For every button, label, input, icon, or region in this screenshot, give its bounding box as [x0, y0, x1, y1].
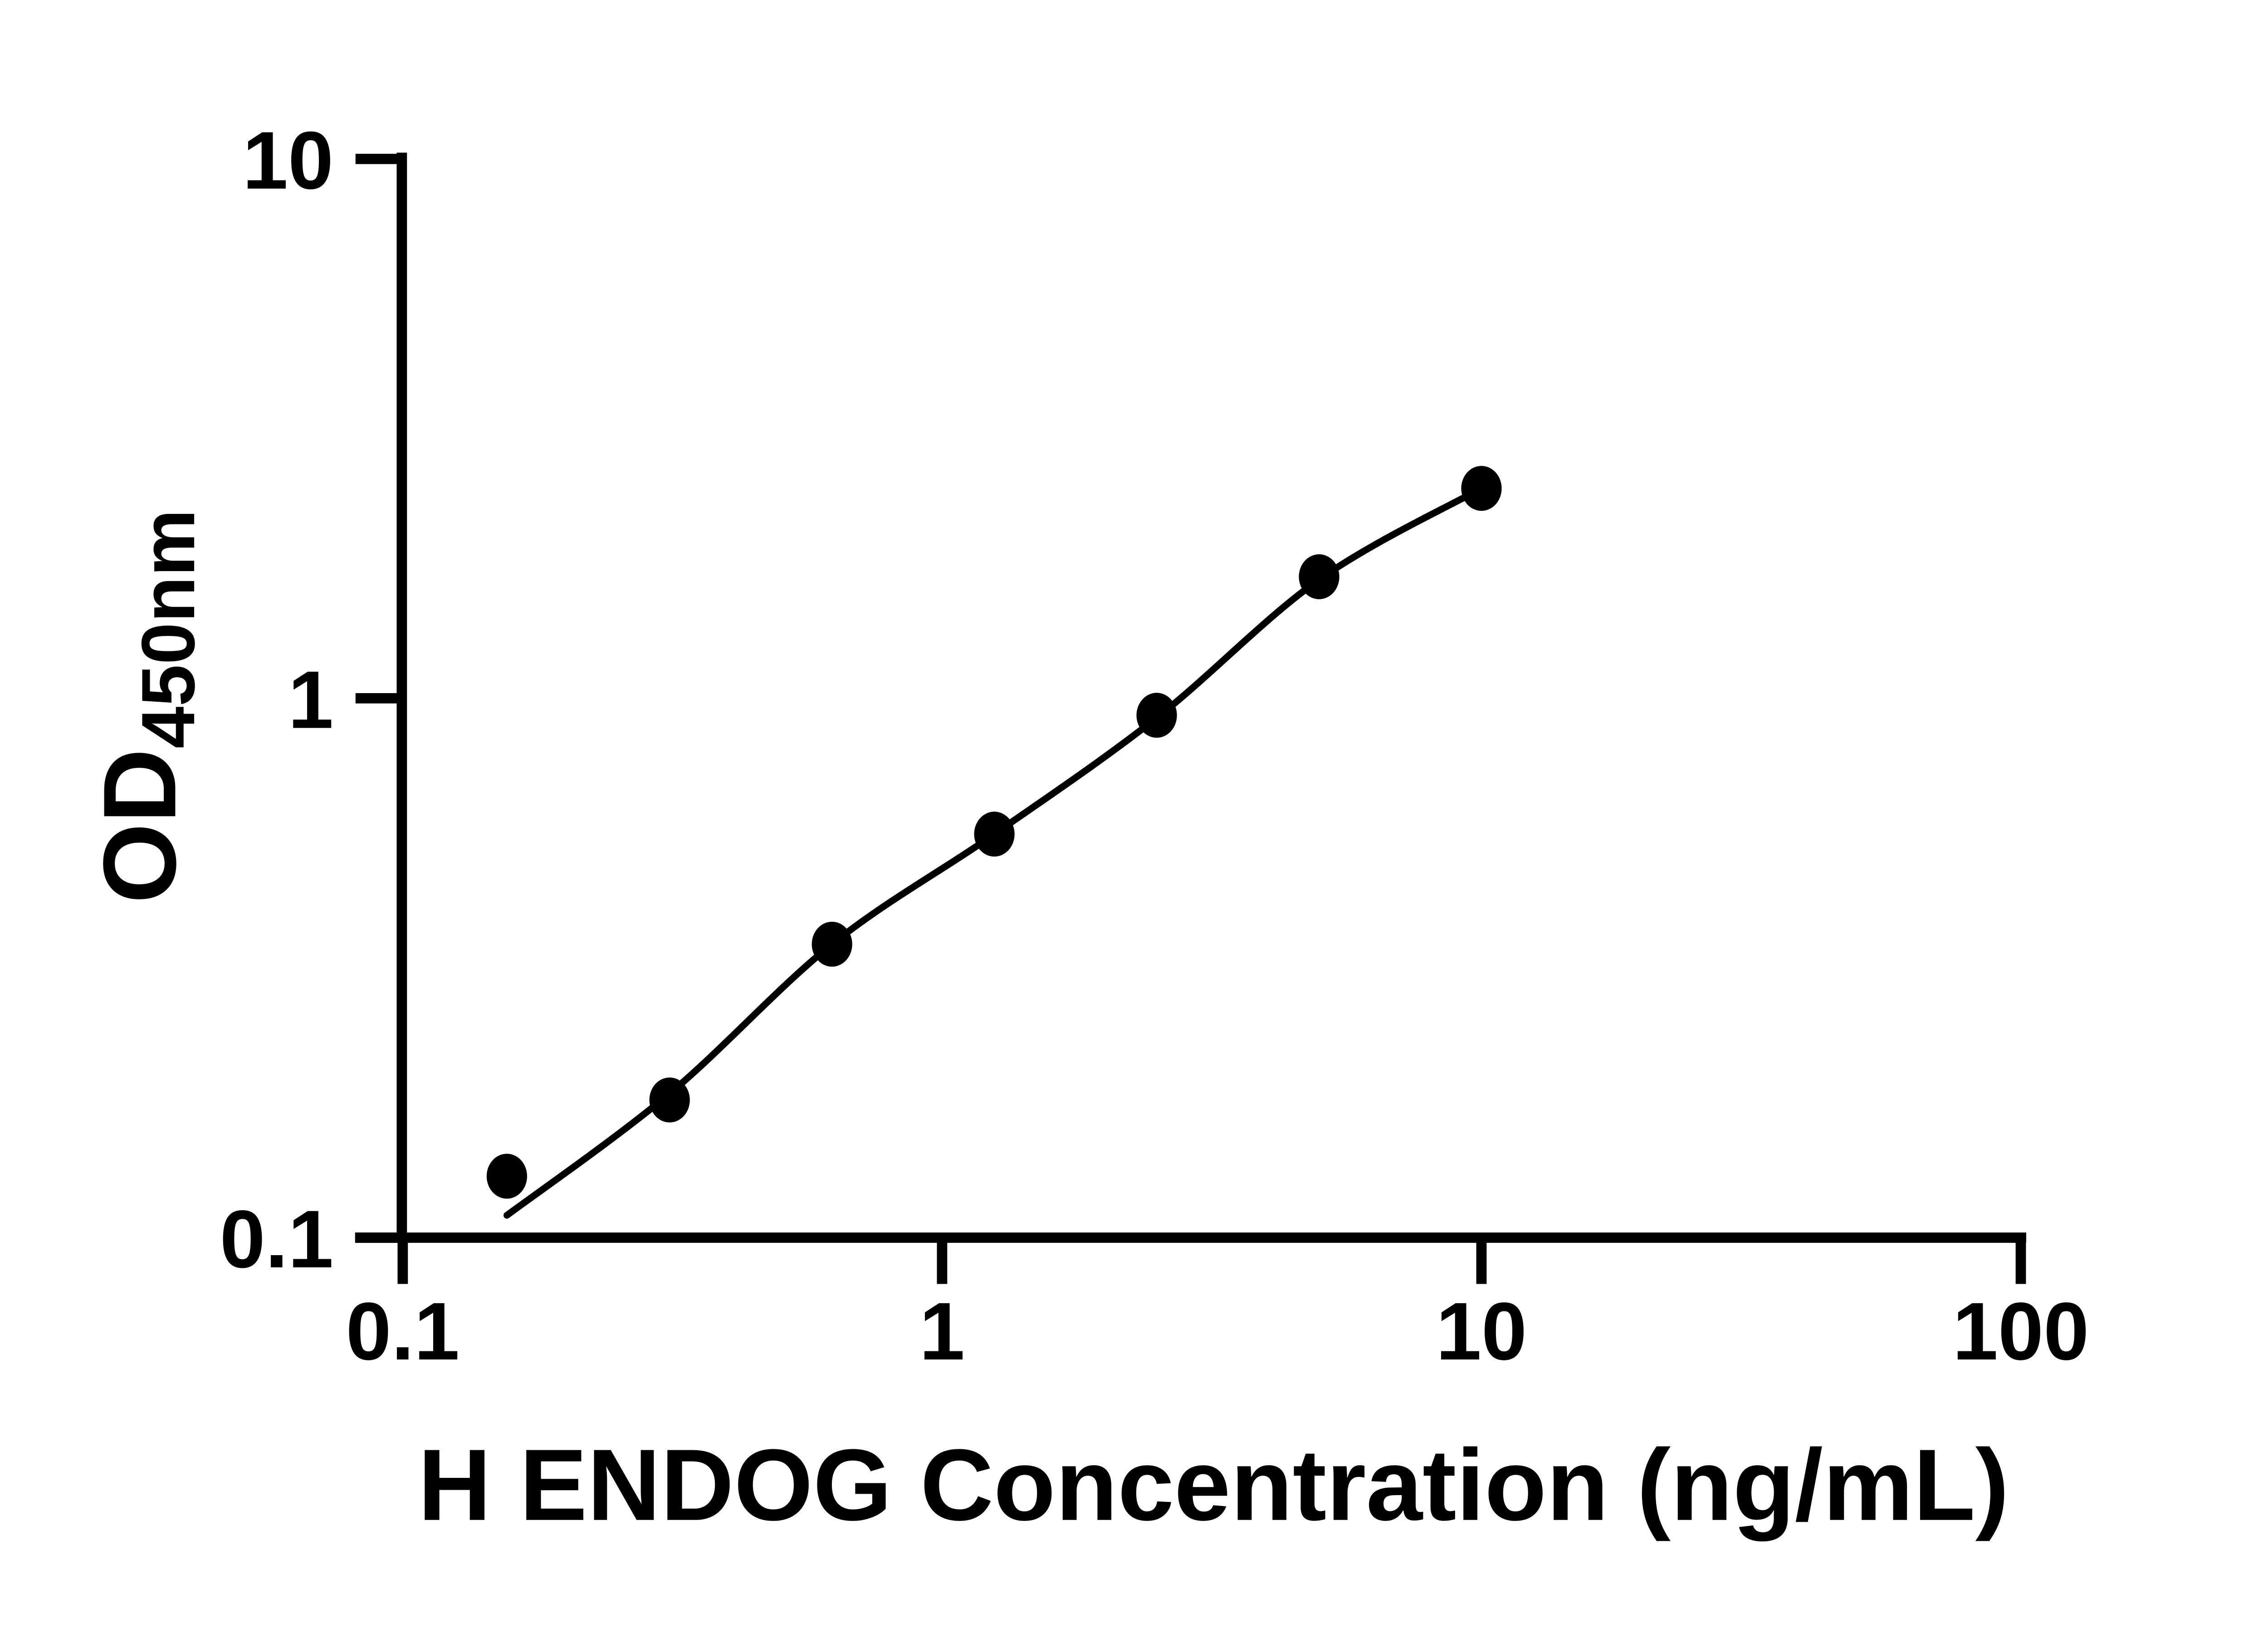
data-point-1 [486, 1154, 528, 1199]
y-axis-title: OD450nm [82, 509, 210, 904]
data-point-5 [1136, 693, 1177, 738]
data-point-2 [649, 1077, 690, 1123]
y-tick-label-0.1: 0.1 [220, 1194, 334, 1285]
y-axis-title-subscript: 450nm [126, 509, 210, 748]
x-axis-title: H ENDOG Concentration (ng/mL) [418, 1428, 2009, 1542]
x-axis-ticks [397, 1237, 2026, 1284]
y-tick-label-10: 10 [243, 115, 334, 206]
data-point-7 [1461, 466, 1502, 511]
data-point-3 [811, 921, 852, 967]
y-axis-ticks [355, 153, 402, 1243]
x-axis-tick-labels: 0.1 1 10 100 [346, 1286, 2089, 1377]
data-point-4 [974, 812, 1015, 857]
plot-background [0, 7, 2268, 1626]
data-point-6 [1299, 554, 1339, 600]
x-tick-label-100: 100 [1953, 1286, 2089, 1377]
x-tick-label-1: 1 [919, 1286, 965, 1377]
y-axis-title-main: OD [82, 748, 197, 904]
x-tick-label-0.1: 0.1 [346, 1286, 459, 1377]
y-tick-label-1: 1 [288, 655, 333, 746]
x-tick-label-10: 10 [1436, 1286, 1527, 1377]
y-axis-tick-labels: 0.1 1 10 [220, 115, 334, 1285]
data-points [486, 466, 1502, 1199]
